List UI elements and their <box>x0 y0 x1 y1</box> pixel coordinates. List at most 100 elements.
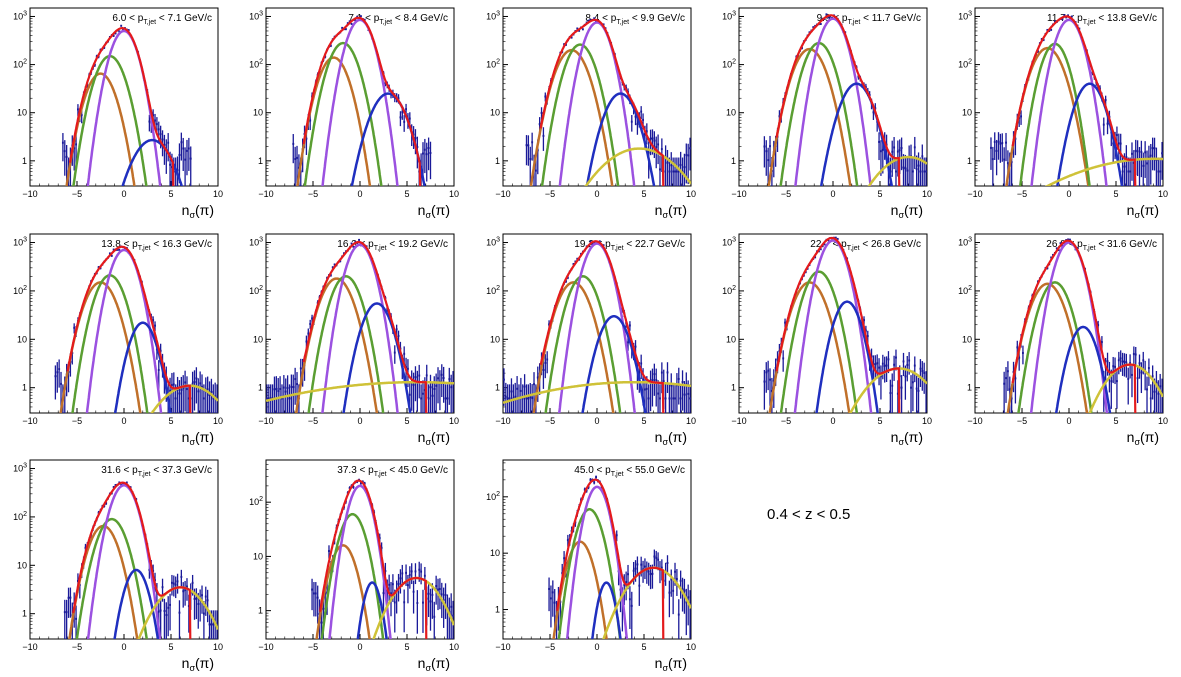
chart-panel-11: −10 −5 0 5 10 1 10 102 103 nσ(π) 31.6 < pT,jet < 3… <box>13 459 223 673</box>
x-tick-label: 10 <box>449 642 459 652</box>
plot-area <box>1003 238 1163 413</box>
x-axis-label: nσ(π) <box>182 429 214 447</box>
pion-fit-curve <box>321 18 399 186</box>
y-tick-label: 102 <box>486 59 500 70</box>
y-tick-label: 102 <box>722 59 736 70</box>
x-tick-label: −10 <box>258 642 273 652</box>
kaon-fit-curve <box>320 512 385 639</box>
x-tick-label: 0 <box>121 642 126 652</box>
y-tick-label: 102 <box>249 285 263 296</box>
x-tick-label: −10 <box>967 416 982 426</box>
y-tick-label: 102 <box>13 511 27 522</box>
panel-title: 8.4 < pT,jet < 9.9 GeV/c <box>585 13 685 26</box>
x-tick-label: 5 <box>404 416 409 426</box>
x-tick-label: −5 <box>308 642 318 652</box>
y-tick-label: 10 <box>490 548 500 558</box>
total-fit-curve <box>1011 15 1137 186</box>
plot-area <box>311 478 454 639</box>
panel-title: 37.3 < pT,jet < 45.0 GeV/c <box>337 465 448 478</box>
x-tick-label: −10 <box>495 416 510 426</box>
kaon-fit-curve <box>779 270 859 413</box>
x-tick-label: −10 <box>495 642 510 652</box>
x-tick-label: 0 <box>594 642 599 652</box>
y-tick-label: 10 <box>253 334 263 344</box>
y-tick-label: 102 <box>958 59 972 70</box>
x-tick-label: −5 <box>308 189 318 199</box>
x-tick-label: 5 <box>168 642 173 652</box>
y-tick-label: 1 <box>22 383 27 393</box>
chart-panel-3: −10 −5 0 5 10 1 10 102 103 nσ(π) 8.4 < pT,jet < 9.… <box>486 7 696 220</box>
x-tick-label: 5 <box>877 416 882 426</box>
x-tick-label: 5 <box>404 189 409 199</box>
x-axis-label: nσ(π) <box>1127 202 1159 220</box>
plot-area <box>61 24 192 186</box>
y-tick-label: 10 <box>962 108 972 118</box>
x-axis-label: nσ(π) <box>655 202 687 220</box>
pion-fit-curve <box>85 248 163 413</box>
x-tick-label: 10 <box>922 189 932 199</box>
y-tick-label: 1 <box>495 383 500 393</box>
total-fit-curve <box>66 245 192 413</box>
x-axis-label: nσ(π) <box>182 202 214 220</box>
x-axis-label: nσ(π) <box>418 202 450 220</box>
pion-fit-curve <box>565 485 629 639</box>
kaon-fit-curve <box>72 54 148 186</box>
x-tick-label: 10 <box>686 416 696 426</box>
total-fit-curve <box>72 481 192 639</box>
y-tick-label: 10 <box>726 334 736 344</box>
y-tick-label: 1 <box>22 609 27 619</box>
x-tick-label: 10 <box>686 642 696 652</box>
x-tick-label: −10 <box>731 189 746 199</box>
z-range-label: 0.4 < z < 0.5 <box>767 506 851 523</box>
proton-fit-curve <box>552 540 608 639</box>
electron-fit-curve <box>342 302 412 413</box>
pion-fit-curve <box>1029 241 1109 413</box>
x-axis-label: nσ(π) <box>655 655 687 673</box>
electron-fit-curve <box>1056 82 1124 186</box>
y-tick-label: 103 <box>958 237 972 248</box>
y-tick-label: 103 <box>249 237 263 248</box>
panel-title: 31.6 < pT,jet < 37.3 GeV/c <box>101 465 212 478</box>
chart-panel-5: −10 −5 0 5 10 1 10 102 103 nσ(π) 11.7 < pT,jet < 1… <box>958 7 1168 220</box>
x-tick-label: 0 <box>1066 189 1071 199</box>
y-tick-label: 103 <box>722 237 736 248</box>
y-tick-label: 103 <box>958 10 972 21</box>
y-tick-label: 103 <box>13 463 27 474</box>
plot-area <box>548 475 691 639</box>
deuteron-fit-curve <box>584 147 691 186</box>
deuteron-fit-curve <box>1088 363 1163 413</box>
y-tick-label: 102 <box>958 285 972 296</box>
x-tick-label: −5 <box>72 416 82 426</box>
y-tick-label: 103 <box>722 10 736 21</box>
y-tick-label: 1 <box>258 156 263 166</box>
kaon-fit-curve <box>540 43 620 186</box>
x-axis-label: nσ(π) <box>418 655 450 673</box>
electron-fit-curve <box>113 321 172 413</box>
plot-area <box>63 481 218 639</box>
chart-panel-13: −10 −5 0 5 10 1 10 102 nσ(π) 45.0 < pT,jet < 55.0… <box>486 459 696 673</box>
y-tick-label: 1 <box>731 156 736 166</box>
x-tick-label: −5 <box>781 416 791 426</box>
plot-area <box>525 17 691 186</box>
y-tick-label: 102 <box>13 285 27 296</box>
x-tick-label: 0 <box>594 416 599 426</box>
y-tick-label: 10 <box>726 108 736 118</box>
x-tick-label: 10 <box>1158 189 1168 199</box>
electron-fit-curve <box>815 300 879 413</box>
total-fit-curve <box>319 479 428 639</box>
total-fit-curve <box>556 478 665 639</box>
plot-area <box>503 240 691 413</box>
kaon-fit-curve <box>1017 281 1093 413</box>
plot-area <box>292 15 432 186</box>
kaon-fit-curve <box>544 275 622 413</box>
x-tick-label: −5 <box>72 642 82 652</box>
electron-fit-curve <box>113 568 160 639</box>
y-tick-label: 10 <box>17 560 27 570</box>
chart-panel-1: −10 −5 0 5 10 1 10 102 103 nσ(π) 6.0 < pT,jet < 7.… <box>13 7 223 220</box>
x-tick-label: −10 <box>22 416 37 426</box>
panel-title: 7.1 < pT,jet < 8.4 GeV/c <box>348 13 448 26</box>
